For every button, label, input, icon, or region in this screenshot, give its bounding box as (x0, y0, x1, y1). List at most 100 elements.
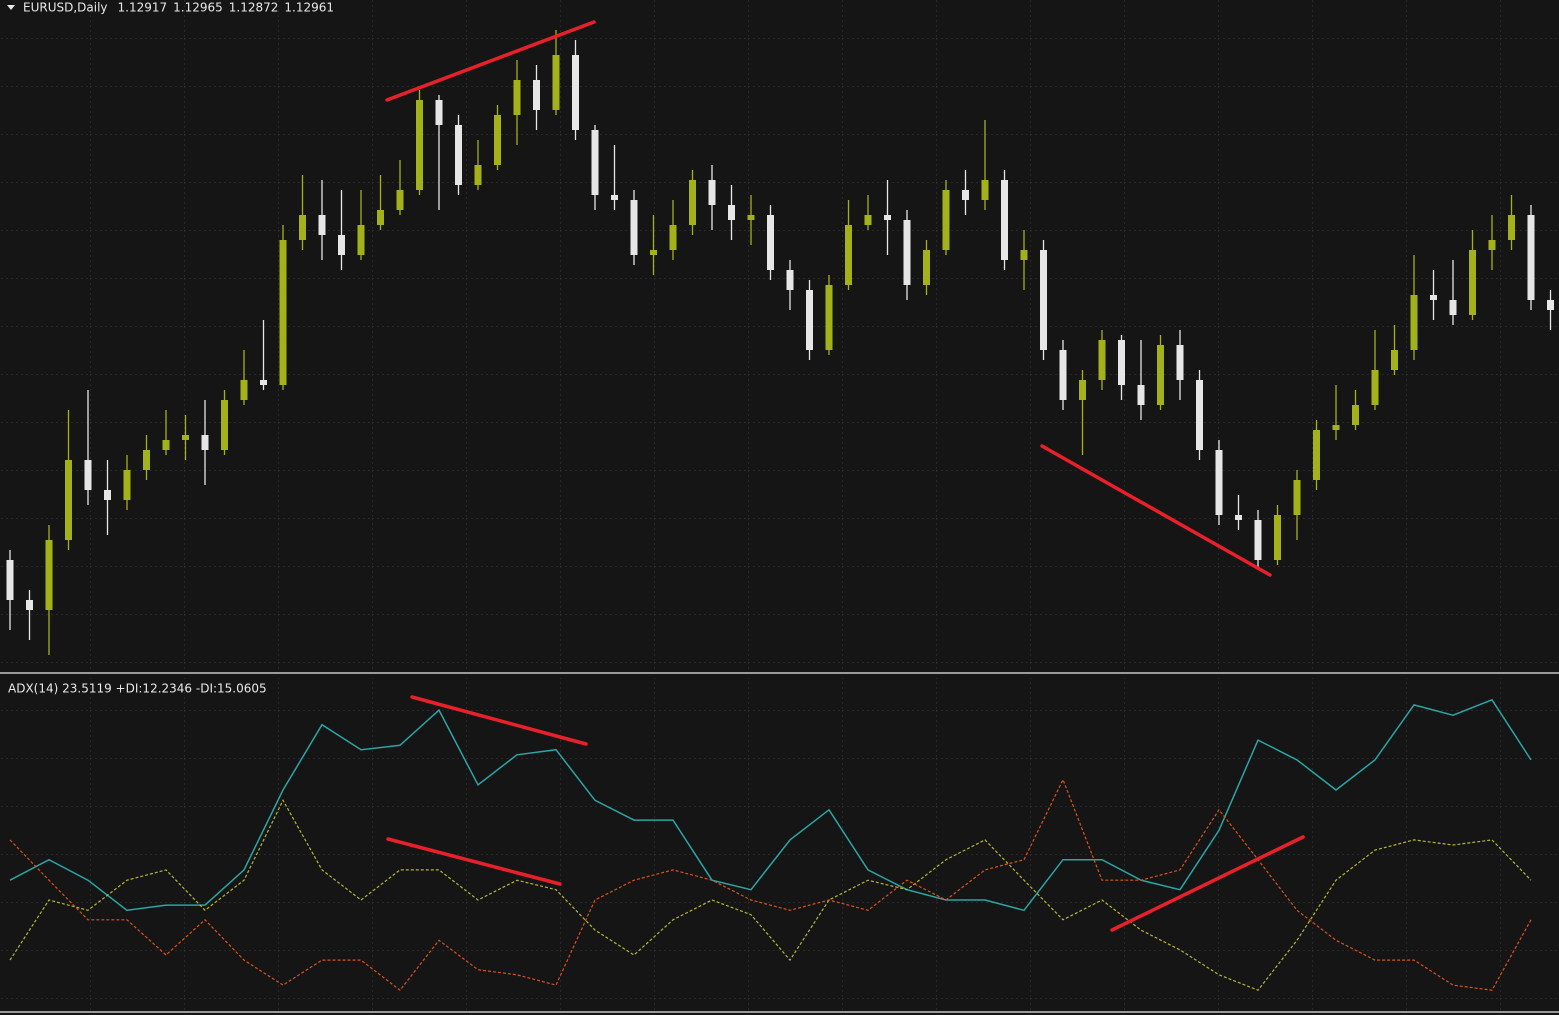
annotation-line (410, 695, 588, 746)
annotation-line (385, 20, 596, 102)
candle-body (1020, 250, 1028, 260)
candle-body (1508, 215, 1515, 240)
candle-body (1332, 425, 1340, 430)
candle-body (1488, 240, 1496, 250)
candle-body (786, 270, 794, 290)
candle-body (1469, 250, 1476, 315)
candle-body (962, 190, 969, 200)
candle-body (611, 195, 618, 200)
high-value: 1.12965 (173, 1, 223, 15)
candle-body (201, 435, 209, 450)
candle-body (318, 215, 326, 235)
price-grid (0, 0, 1559, 670)
candle-body (1430, 295, 1437, 300)
candle-body (1098, 340, 1106, 380)
candle-body (1410, 295, 1418, 350)
candle-body (1527, 215, 1535, 300)
candle-body (65, 460, 72, 540)
candle-body (1449, 300, 1457, 315)
candle-body (708, 180, 716, 205)
annotation-line (386, 837, 562, 886)
candle-body (338, 235, 345, 255)
candle-body (104, 490, 111, 500)
candle-body (494, 115, 501, 165)
candle-body (864, 215, 872, 225)
candle-body (123, 470, 131, 500)
candle-body (806, 290, 813, 350)
candle-body (689, 180, 696, 225)
candle-body (1137, 385, 1145, 405)
candle-body (357, 225, 365, 255)
indicator-title: ADX(14) 23.5119 +DI:12.2346 -DI:15.0605 (8, 682, 267, 696)
candle-body (1313, 430, 1320, 480)
indicator-line (9, 799, 1532, 991)
candle-body (1547, 300, 1554, 310)
candle-body (1040, 250, 1047, 350)
candle-body (728, 205, 735, 220)
candle-body (845, 225, 852, 285)
candle-body (416, 100, 423, 190)
candle-body (377, 210, 384, 225)
candle-body (474, 165, 482, 185)
candle-body (533, 80, 540, 110)
candle-body (1157, 345, 1164, 405)
candle-body (981, 180, 989, 200)
candle-body (1215, 450, 1223, 515)
candle-body (1391, 350, 1398, 370)
candle-body (767, 215, 774, 270)
open-value: 1.12917 (118, 1, 168, 15)
candle-body (1274, 515, 1281, 560)
indicator-line (9, 778, 1532, 992)
candle-body (903, 220, 911, 285)
indicator-grid (0, 678, 1559, 1012)
candle-body (26, 600, 33, 610)
candle-body (1176, 345, 1184, 380)
candle-body (1001, 180, 1008, 260)
annotation-line (1040, 444, 1272, 577)
close-value: 1.12961 (284, 1, 334, 15)
low-value: 1.12872 (229, 1, 279, 15)
candle-body (650, 250, 657, 255)
candle-body (1254, 520, 1262, 560)
candle-body (260, 380, 267, 385)
candle-body (1293, 480, 1301, 515)
candle-body (572, 55, 579, 130)
symbol-title: EURUSD,Daily (23, 1, 108, 15)
candle-body (942, 190, 950, 250)
candle-body (630, 200, 638, 255)
candle-body (1059, 350, 1067, 400)
candle-body (143, 450, 150, 470)
candle-body (455, 125, 462, 185)
candle-body (279, 240, 287, 385)
candle-body (1118, 340, 1125, 385)
candle-body (221, 400, 228, 450)
candle-body (1079, 380, 1086, 400)
dropdown-arrow[interactable] (7, 5, 15, 10)
annotation-line (1110, 835, 1305, 932)
candle-body (240, 380, 248, 400)
candle-body (45, 540, 53, 610)
candle-body (923, 250, 930, 285)
indicator-pane (9, 698, 1532, 992)
candle-body (552, 55, 560, 110)
candle-body (669, 225, 677, 250)
candle-body (1352, 405, 1359, 425)
candle-body (1371, 370, 1379, 405)
candle-body (1196, 380, 1203, 450)
candle-body (591, 130, 599, 195)
candle-body (396, 190, 404, 210)
candle-body (299, 215, 306, 240)
candle-body (84, 460, 92, 490)
candle-body (6, 560, 14, 600)
candle-body (513, 80, 521, 115)
price-pane (6, 30, 1554, 655)
candle-body (884, 215, 891, 220)
candle-body (747, 215, 755, 220)
candle-body (162, 440, 170, 450)
candle-body (182, 435, 189, 440)
indicator-line (9, 698, 1532, 912)
candle-body (825, 285, 833, 350)
candle-body (435, 100, 443, 125)
